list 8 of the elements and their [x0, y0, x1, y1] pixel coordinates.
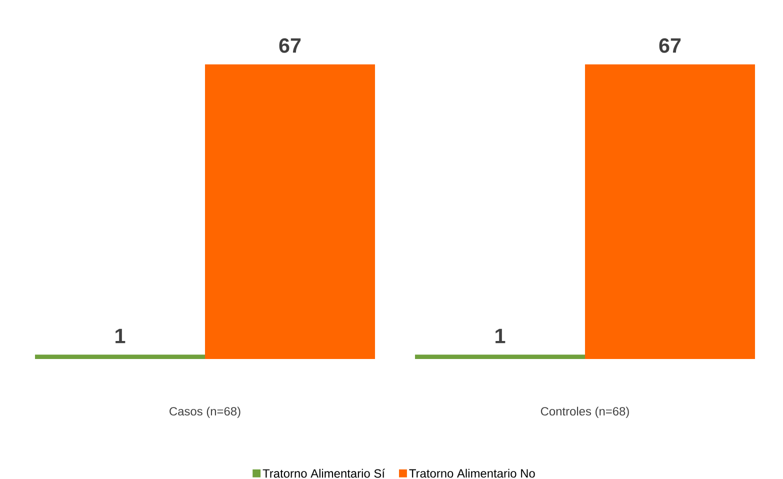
data-label: 67 [279, 38, 301, 53]
x-tick-label: Controles (n=68) [540, 406, 629, 418]
legend-label: Tratorno Alimentario No [409, 468, 535, 478]
data-label: 1 [496, 328, 506, 344]
legend-label: Tratorno Alimentario Sí [262, 468, 385, 478]
data-label: 1 [116, 328, 126, 344]
x-tick-label: Casos (n=68) [170, 406, 240, 418]
data-label: 67 [659, 38, 681, 53]
